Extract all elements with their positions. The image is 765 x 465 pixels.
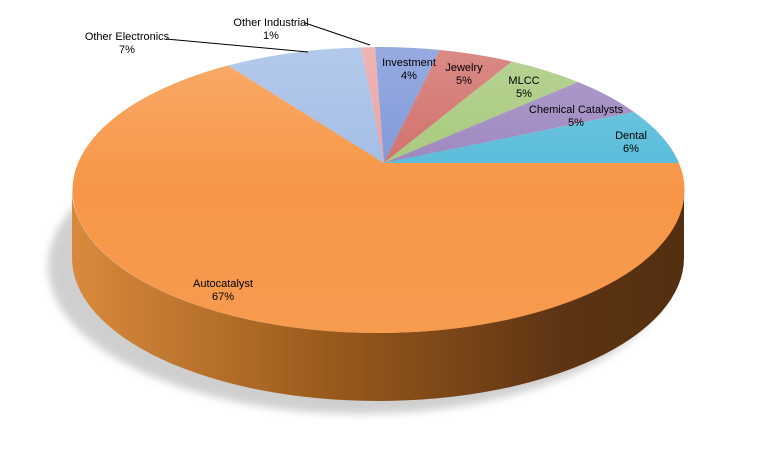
pie-top-sheen: [72, 47, 684, 333]
leader-line-other-industrial: [304, 22, 371, 46]
pie-side-wall: [72, 190, 684, 401]
leader-line-other-electronics: [165, 38, 309, 53]
